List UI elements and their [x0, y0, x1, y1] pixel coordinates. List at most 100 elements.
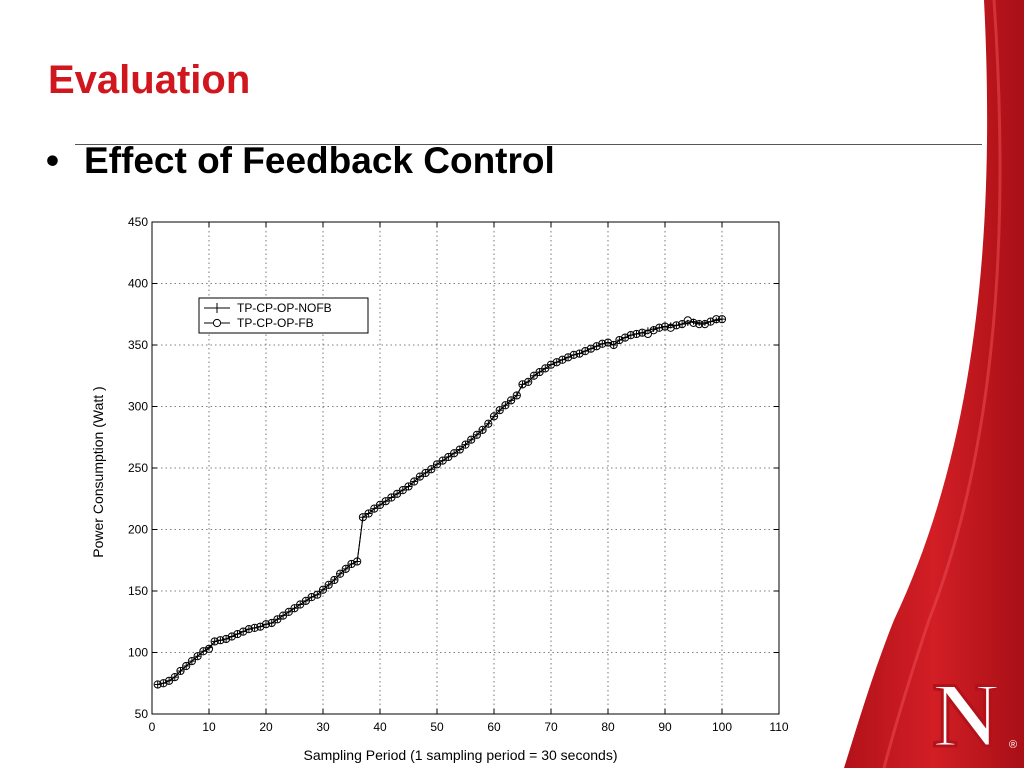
- data-point: [267, 618, 276, 628]
- data-point: [603, 338, 613, 347]
- data-point: [626, 331, 635, 340]
- data-point: [638, 328, 647, 337]
- x-tick-label: 40: [373, 720, 387, 734]
- data-point: [621, 333, 630, 342]
- data-point: [199, 647, 208, 656]
- data-point: [472, 430, 481, 439]
- data-point: [649, 326, 658, 335]
- y-tick-label: 250: [128, 461, 148, 475]
- data-point: [529, 371, 539, 380]
- data-point: [518, 380, 527, 389]
- data-point: [290, 604, 299, 613]
- data-point: [227, 632, 236, 641]
- data-point: [484, 419, 493, 428]
- data-point: [660, 322, 670, 331]
- data-point: [375, 500, 385, 509]
- y-tick-label: 200: [128, 523, 148, 537]
- data-point: [450, 449, 459, 458]
- data-point: [370, 504, 379, 513]
- data-point: [666, 323, 675, 332]
- data-point: [581, 347, 590, 356]
- data-point: [216, 636, 225, 645]
- data-point: [410, 477, 419, 486]
- data-point: [279, 611, 288, 620]
- data-point: [455, 445, 464, 454]
- data-point: [261, 620, 271, 629]
- slide-title: Evaluation: [48, 58, 251, 102]
- red-swoosh-band: [844, 0, 1024, 768]
- data-point: [336, 569, 345, 578]
- x-tick-label: 10: [202, 720, 216, 734]
- bullet-marker: •: [46, 140, 59, 181]
- data-point: [615, 335, 624, 345]
- data-point: [444, 452, 453, 462]
- data-point: [461, 440, 470, 449]
- x-tick-label: 90: [658, 720, 672, 734]
- y-tick-label: 300: [128, 400, 148, 414]
- data-point: [404, 482, 413, 491]
- data-point: [387, 493, 396, 502]
- data-point: [170, 673, 179, 682]
- data-point: [296, 600, 305, 609]
- data-point: [478, 425, 487, 434]
- data-point: [273, 615, 282, 624]
- data-point: [546, 360, 556, 369]
- data-point: [592, 342, 601, 351]
- x-axis-label: Sampling Period (1 sampling period = 30 …: [303, 747, 617, 763]
- data-point: [655, 323, 664, 332]
- y-tick-label: 150: [128, 584, 148, 598]
- data-point: [432, 460, 442, 469]
- data-point: [176, 666, 185, 676]
- data-point: [398, 486, 407, 495]
- data-point: [193, 652, 202, 661]
- data-point: [250, 623, 259, 633]
- data-point: [330, 575, 339, 585]
- data-point: [153, 680, 162, 689]
- data-point: [712, 315, 721, 324]
- logo-registered-mark: ®: [1009, 739, 1017, 751]
- data-point: [187, 657, 196, 666]
- data-point: [678, 319, 687, 329]
- data-point: [427, 465, 436, 474]
- data-point: [210, 637, 219, 646]
- data-point: [672, 321, 681, 330]
- data-point: [700, 319, 710, 329]
- legend-marker: [212, 318, 222, 328]
- y-tick-label: 400: [128, 277, 148, 291]
- x-tick-label: 0: [149, 720, 156, 734]
- x-tick-label: 30: [316, 720, 330, 734]
- data-point: [421, 468, 430, 478]
- data-point: [364, 509, 373, 518]
- data-point: [495, 406, 504, 415]
- data-point: [467, 435, 476, 444]
- bullet-text: Effect of Feedback Control: [84, 140, 555, 181]
- legend-box: [198, 297, 369, 334]
- data-point: [165, 676, 174, 685]
- data-point: [524, 377, 533, 386]
- legend-label: TP-CP-OP-NOFB: [237, 301, 332, 315]
- x-tick-label: 100: [712, 720, 732, 734]
- data-point: [643, 329, 653, 339]
- series-2: [153, 315, 727, 689]
- x-tick-label: 80: [601, 720, 615, 734]
- data-point: [438, 456, 447, 465]
- data-point: [535, 367, 544, 377]
- x-tick-label: 110: [769, 720, 788, 734]
- data-point: [182, 661, 191, 671]
- x-tick-label: 20: [259, 720, 273, 734]
- data-point: [324, 580, 333, 589]
- x-tick-label: 70: [544, 720, 558, 734]
- data-point: [558, 355, 567, 364]
- data-point: [393, 489, 402, 498]
- data-point: [609, 340, 618, 350]
- data-point: [284, 607, 293, 617]
- data-point: [689, 318, 698, 327]
- data-point: [159, 679, 168, 688]
- data-point: [341, 564, 350, 573]
- data-point: [598, 339, 607, 348]
- data-point: [381, 497, 390, 506]
- y-tick-label: 50: [135, 707, 149, 721]
- data-point: [512, 391, 521, 400]
- data-point: [717, 315, 727, 324]
